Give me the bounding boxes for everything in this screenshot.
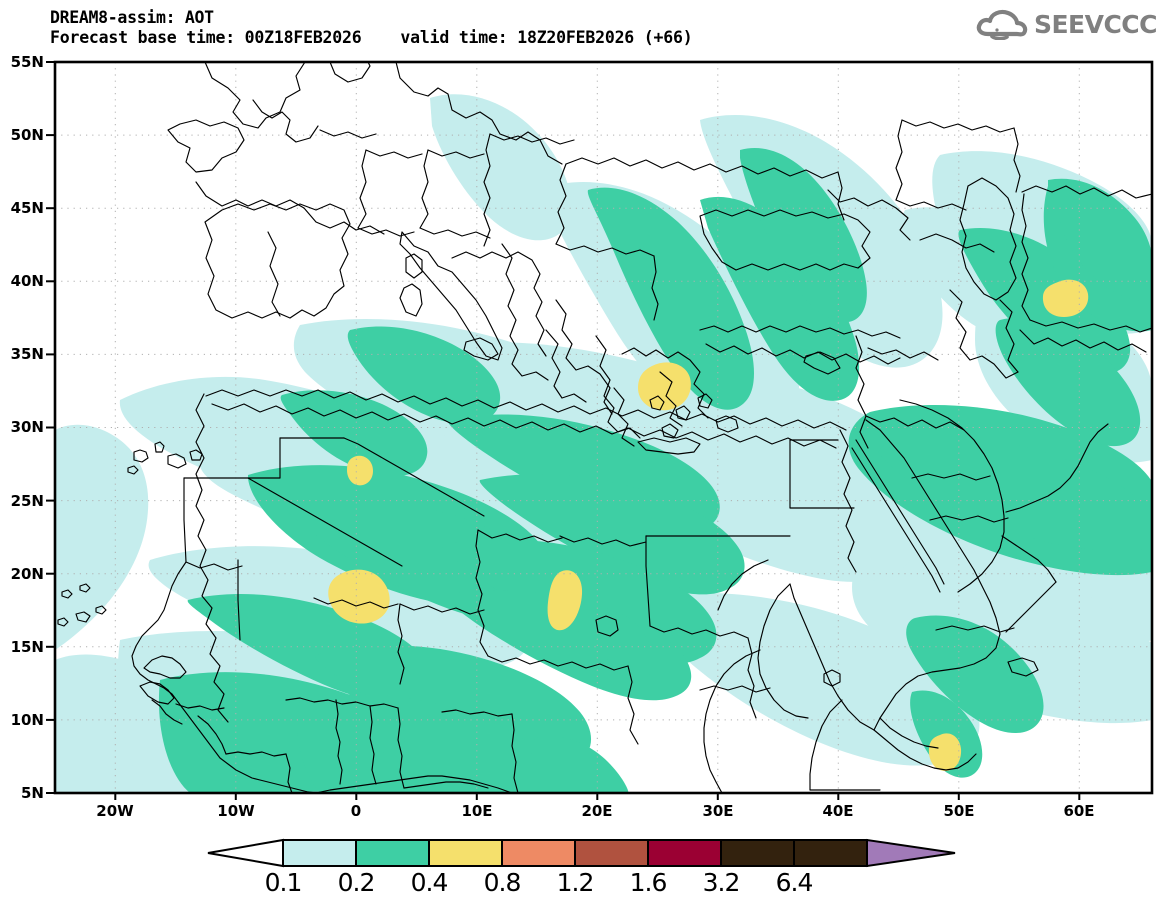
colorbar: 0.1 0.2 0.4 0.8 1.2 1.6 3.2 6.4 bbox=[0, 836, 1165, 905]
colorbar-label-3: 0.8 bbox=[483, 868, 522, 897]
x-tick-30E: 30E bbox=[702, 802, 734, 820]
y-tick-45N: 45N bbox=[10, 199, 44, 217]
x-tick-20E: 20E bbox=[581, 802, 613, 820]
colorbar-label-4: 1.2 bbox=[556, 868, 595, 897]
x-tick-50E: 50E bbox=[943, 802, 975, 820]
colorbar-cell-2 bbox=[428, 839, 503, 867]
y-tick-10N: 10N bbox=[10, 711, 44, 729]
colorbar-label-7: 6.4 bbox=[775, 868, 814, 897]
colorbar-cell-1 bbox=[355, 839, 430, 867]
colorbar-label-2: 0.4 bbox=[410, 868, 449, 897]
colorbar-cell-3 bbox=[501, 839, 576, 867]
colorbar-swatches bbox=[207, 838, 956, 868]
cloud-icon bbox=[976, 9, 1028, 40]
x-tick-10E: 10E bbox=[461, 802, 493, 820]
colorbar-cell-6 bbox=[720, 839, 795, 867]
colorbar-extend-max bbox=[866, 838, 956, 868]
page-title: DREAM8-assim: AOT bbox=[50, 8, 214, 27]
x-tick-40E: 40E bbox=[822, 802, 854, 820]
coastlines-and-borders bbox=[57, 62, 1152, 793]
y-tick-55N: 55N bbox=[10, 53, 44, 71]
colorbar-cell-0 bbox=[282, 839, 357, 867]
aot-map-plot bbox=[46, 60, 1154, 800]
y-tick-20N: 20N bbox=[10, 565, 44, 583]
colorbar-cell-4 bbox=[574, 839, 649, 867]
axis-ticks bbox=[46, 61, 1081, 800]
colorbar-label-0: 0.1 bbox=[264, 868, 303, 897]
seevccc-logo: SEEVCCC bbox=[976, 8, 1158, 40]
colorbar-cell-5 bbox=[647, 839, 722, 867]
logo-text: SEEVCCC bbox=[1033, 9, 1158, 39]
y-tick-25N: 25N bbox=[10, 492, 44, 510]
colorbar-cell-7 bbox=[793, 839, 868, 867]
header-block: DREAM8-assim: AOT Forecast base time: 00… bbox=[50, 8, 693, 48]
colorbar-label-5: 1.6 bbox=[629, 868, 668, 897]
y-tick-30N: 30N bbox=[10, 418, 44, 436]
y-tick-5N: 5N bbox=[21, 784, 44, 802]
x-tick-20W: 20W bbox=[96, 802, 134, 820]
forecast-time-line: Forecast base time: 00Z18FEB2026 valid t… bbox=[50, 28, 693, 47]
y-tick-50N: 50N bbox=[10, 126, 44, 144]
colorbar-extend-min bbox=[207, 838, 284, 868]
aot-band-0.4 bbox=[328, 279, 1089, 772]
colorbar-label-6: 3.2 bbox=[702, 868, 741, 897]
colorbar-label-1: 0.2 bbox=[337, 868, 376, 897]
x-tick-10W: 10W bbox=[217, 802, 255, 820]
y-tick-15N: 15N bbox=[10, 638, 44, 656]
y-tick-35N: 35N bbox=[10, 345, 44, 363]
x-tick-60E: 60E bbox=[1063, 802, 1095, 820]
x-tick-0: 0 bbox=[350, 802, 362, 820]
y-tick-40N: 40N bbox=[10, 272, 44, 290]
